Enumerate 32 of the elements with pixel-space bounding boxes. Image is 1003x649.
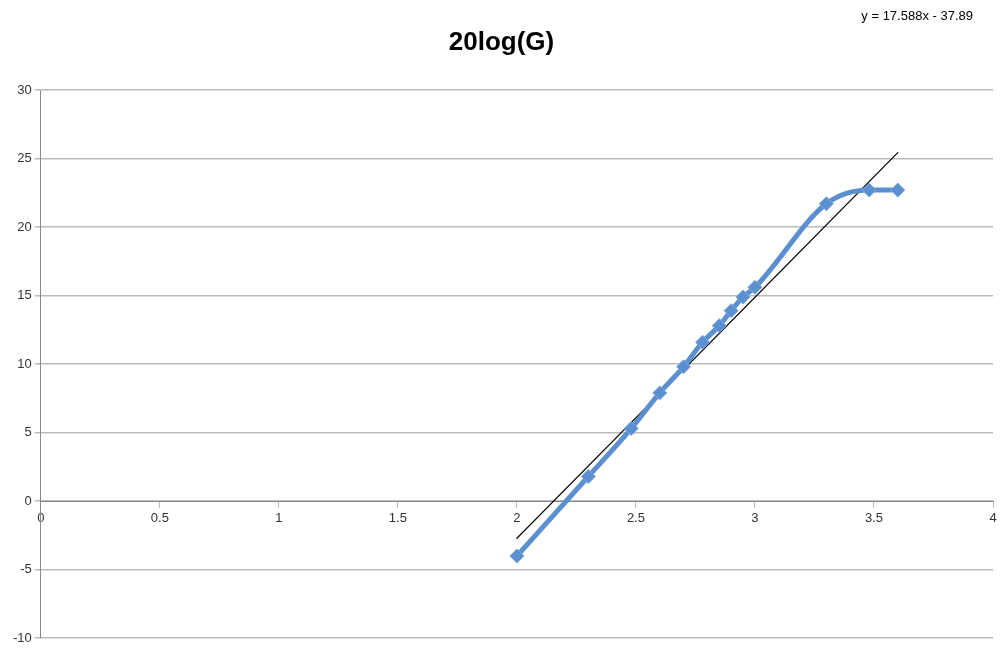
- y-tick-label: 20: [17, 218, 32, 234]
- point: [711, 318, 727, 334]
- x-tick-label: 3: [751, 509, 759, 525]
- point: [509, 548, 525, 564]
- text: y = 17.588x - 37.89: [861, 8, 973, 23]
- point: [818, 196, 834, 212]
- point: [652, 385, 668, 401]
- x-tick-label: 2.5: [626, 509, 645, 525]
- y-tick-label: 30: [17, 81, 32, 97]
- y-tick-label: 0: [24, 492, 32, 508]
- chart-title: 20log(G): [447, 26, 556, 57]
- x-tick-label: 4: [989, 509, 997, 525]
- y-tick-label: 25: [17, 150, 32, 166]
- point: [747, 279, 763, 295]
- y-tick-label: 5: [24, 424, 32, 440]
- point: [695, 334, 711, 350]
- x-tick-label: 1.5: [388, 509, 407, 525]
- y-tick-label: -5: [20, 561, 32, 577]
- x-tick-label: 3.5: [864, 509, 884, 525]
- point: [580, 468, 596, 484]
- y-tick-label: 15: [17, 287, 32, 303]
- point: [676, 359, 692, 375]
- point: [890, 182, 906, 198]
- point: [623, 421, 639, 437]
- x-tick-label: 1: [275, 509, 283, 525]
- x-tick-label: 2: [513, 509, 521, 525]
- y-tick-label: -10: [12, 629, 32, 645]
- y-tick-label: 10: [17, 355, 32, 371]
- x-tick-label: 0.5: [150, 509, 169, 525]
- point: [735, 289, 751, 305]
- point: [861, 182, 877, 198]
- point: [723, 303, 739, 319]
